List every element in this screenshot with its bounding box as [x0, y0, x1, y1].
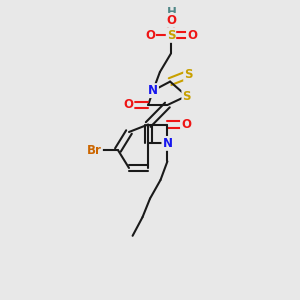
Text: O: O — [181, 118, 191, 131]
Text: H: H — [167, 6, 176, 20]
Text: O: O — [187, 29, 197, 42]
Text: O: O — [166, 14, 176, 27]
Text: S: S — [167, 29, 175, 42]
Text: O: O — [123, 98, 134, 112]
Text: S: S — [182, 89, 191, 103]
Text: N: N — [148, 84, 158, 97]
Text: N: N — [162, 137, 172, 150]
Text: S: S — [184, 68, 193, 81]
Text: O: O — [145, 29, 155, 42]
Text: Br: Br — [87, 143, 102, 157]
